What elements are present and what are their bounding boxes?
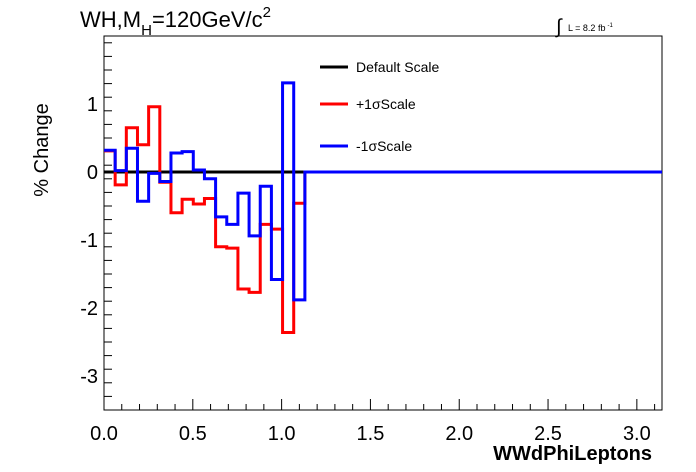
y-tick-label: -3 — [80, 366, 98, 388]
x-tick-label: 2.0 — [445, 423, 473, 445]
x-tick-label: 0.0 — [90, 423, 118, 445]
lumi-text: L = 8.2 fb — [568, 23, 605, 33]
y-tick-label: -2 — [80, 298, 98, 320]
y-axis-label: % Change — [31, 103, 53, 196]
x-tick-label: 0.5 — [179, 423, 207, 445]
x-axis-label: WWdPhiLeptons — [493, 443, 652, 465]
y-tick-label: 1 — [87, 94, 98, 116]
plot-frame — [103, 35, 663, 411]
legend: Default Scale +1σScale -1σScale — [320, 59, 439, 154]
series-group — [104, 81, 662, 334]
y-tick-label: 0 — [87, 162, 98, 184]
title-superscript: 2 — [263, 4, 271, 21]
y-tick-label: -1 — [80, 230, 98, 252]
title-subscript: H — [141, 22, 152, 39]
luminosity-label: ∫ L = 8.2 fb -1 — [555, 16, 613, 38]
chart-title: WH,MH=120GeV/c2 — [80, 4, 271, 39]
x-tick-label: 3.0 — [623, 423, 651, 445]
axes: 0.0 0.5 1.0 1.5 2.0 2.5 3.0 -3 -2 -1 0 1 — [80, 42, 656, 445]
legend-entry-label: +1σScale — [356, 96, 416, 112]
x-tick-label: 2.5 — [534, 423, 562, 445]
legend-entry-label: -1σScale — [356, 138, 412, 154]
legend-entry-label: Default Scale — [356, 59, 439, 75]
svg-text:L = 8.2 fb-1: L = 8.2 fb -1 — [568, 23, 613, 33]
integral-symbol: ∫ — [555, 16, 563, 38]
x-tick-label: 1.5 — [357, 423, 385, 445]
series-line-1-scale — [104, 105, 662, 334]
title-rest: =120GeV/c — [152, 7, 263, 32]
x-tick-label: 1.0 — [268, 423, 296, 445]
lumi-superscript: -1 — [607, 23, 613, 29]
series-line-1-scale — [104, 81, 662, 302]
